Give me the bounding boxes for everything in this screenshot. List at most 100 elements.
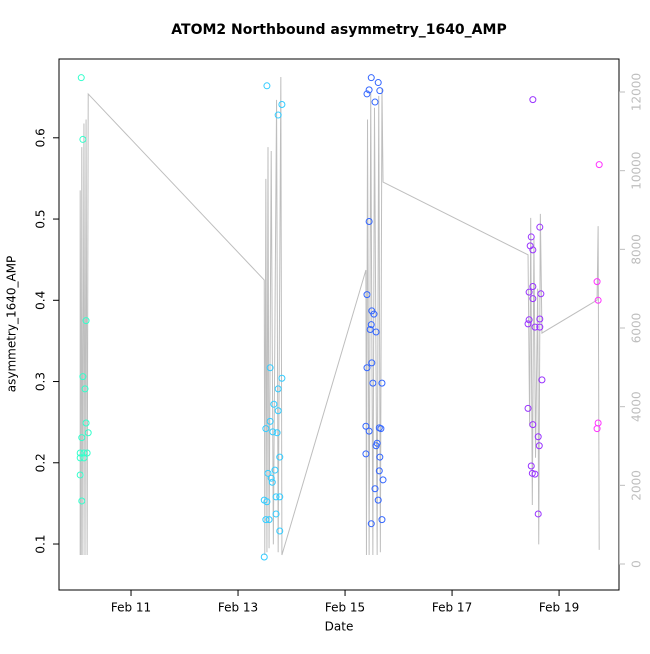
point bbox=[378, 516, 386, 524]
point bbox=[272, 493, 280, 501]
x-tick-label: Feb 17 bbox=[432, 601, 472, 615]
y-axis-label: asymmetry_1640_AMP bbox=[5, 256, 19, 393]
point bbox=[363, 90, 371, 98]
y-tick-label: 0.4 bbox=[33, 291, 47, 310]
x-tick-label: Feb 11 bbox=[111, 601, 151, 615]
point bbox=[82, 317, 90, 325]
point bbox=[534, 510, 542, 518]
point bbox=[367, 74, 375, 82]
point bbox=[535, 442, 543, 450]
point bbox=[76, 454, 84, 462]
y2-tick-label: 4000 bbox=[630, 391, 644, 422]
y2-tick-label: 2000 bbox=[630, 470, 644, 501]
point bbox=[527, 233, 535, 241]
point bbox=[367, 520, 375, 528]
point bbox=[367, 321, 375, 329]
point bbox=[378, 379, 386, 387]
point bbox=[363, 291, 371, 299]
point bbox=[368, 359, 376, 367]
point bbox=[525, 288, 533, 296]
point bbox=[372, 442, 380, 450]
point bbox=[265, 516, 273, 524]
point bbox=[531, 470, 539, 478]
point bbox=[363, 364, 371, 372]
point bbox=[81, 385, 89, 393]
point bbox=[593, 425, 601, 433]
point bbox=[536, 323, 544, 331]
point bbox=[278, 374, 286, 382]
x-tick-label: Feb 15 bbox=[325, 601, 365, 615]
point bbox=[278, 100, 286, 108]
point bbox=[376, 453, 384, 461]
point bbox=[274, 111, 282, 119]
x-tick-label: Feb 13 bbox=[218, 601, 258, 615]
point bbox=[266, 364, 274, 372]
point bbox=[529, 282, 537, 290]
point bbox=[262, 516, 270, 524]
point bbox=[365, 427, 373, 435]
x-tick-label: Feb 19 bbox=[539, 601, 579, 615]
point bbox=[375, 467, 383, 475]
y2-line bbox=[79, 77, 600, 556]
point bbox=[529, 295, 537, 303]
point bbox=[266, 417, 274, 425]
y2-tick-label: 6000 bbox=[630, 313, 644, 344]
point bbox=[369, 379, 377, 387]
point bbox=[273, 429, 281, 437]
x-axis-label: Date bbox=[325, 620, 354, 634]
point bbox=[274, 407, 282, 415]
point bbox=[374, 79, 382, 87]
y2-tick-label: 0 bbox=[630, 560, 644, 568]
point bbox=[76, 449, 84, 457]
point bbox=[538, 376, 546, 384]
point bbox=[263, 498, 271, 506]
point bbox=[276, 453, 284, 461]
point bbox=[260, 553, 268, 561]
point bbox=[362, 422, 370, 430]
point bbox=[524, 404, 532, 412]
point bbox=[78, 434, 86, 442]
point bbox=[595, 161, 603, 169]
point bbox=[267, 474, 275, 482]
point bbox=[271, 466, 279, 474]
point bbox=[529, 421, 537, 429]
point bbox=[83, 449, 91, 457]
point bbox=[362, 450, 370, 458]
point bbox=[376, 87, 384, 95]
point bbox=[525, 316, 533, 324]
point bbox=[77, 74, 85, 82]
point bbox=[274, 385, 282, 393]
point bbox=[529, 246, 537, 254]
y-tick-label: 0.1 bbox=[34, 534, 48, 553]
point bbox=[270, 400, 278, 408]
point bbox=[377, 425, 385, 433]
point bbox=[79, 373, 87, 381]
point bbox=[263, 82, 271, 90]
y2-tick-label: 8000 bbox=[630, 234, 644, 265]
point bbox=[365, 217, 373, 225]
point bbox=[272, 510, 280, 518]
point bbox=[78, 497, 86, 505]
point bbox=[276, 493, 284, 501]
point bbox=[531, 323, 539, 331]
y-tick-label: 0.3 bbox=[34, 372, 48, 391]
point bbox=[80, 454, 88, 462]
point bbox=[371, 485, 379, 493]
point bbox=[82, 419, 90, 427]
y-tick-label: 0.6 bbox=[34, 128, 48, 147]
point bbox=[534, 433, 542, 441]
y-tick-label: 0.2 bbox=[34, 453, 48, 472]
point bbox=[524, 320, 532, 328]
y-tick-label: 0.5 bbox=[34, 210, 48, 229]
point bbox=[379, 476, 387, 484]
point bbox=[594, 296, 602, 304]
point bbox=[365, 86, 373, 94]
point bbox=[76, 471, 84, 479]
point bbox=[366, 326, 374, 334]
point bbox=[269, 428, 277, 436]
point bbox=[374, 496, 382, 504]
point bbox=[79, 135, 87, 143]
point bbox=[593, 278, 601, 286]
chart-title: ATOM2 Northbound asymmetry_1640_AMP bbox=[171, 22, 506, 38]
